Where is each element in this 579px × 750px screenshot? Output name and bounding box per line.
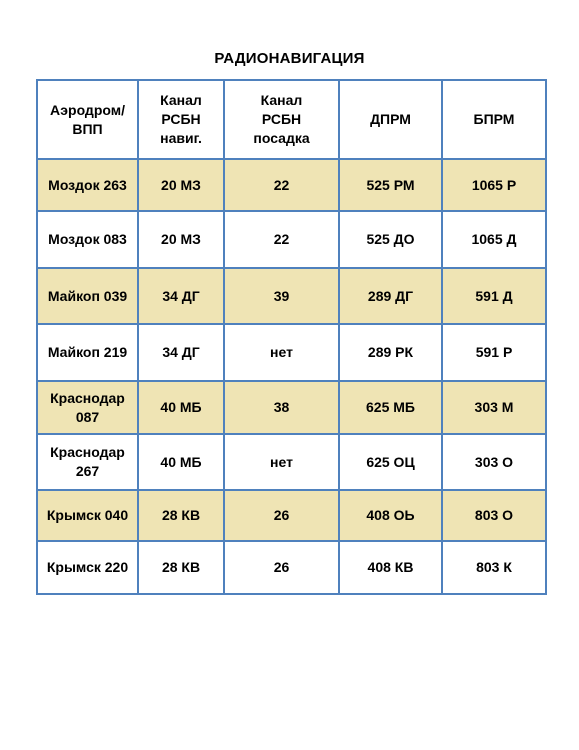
cell-rsbn-landing: 22 xyxy=(223,158,340,212)
cell-dprm: 525 ДО xyxy=(338,210,443,269)
cell-dprm: 525 РМ xyxy=(338,158,443,212)
cell-rsbn-landing: 38 xyxy=(223,380,340,435)
cell-rsbn-landing: 39 xyxy=(223,267,340,325)
header-dprm: ДПРМ xyxy=(338,79,443,160)
cell-dprm: 408 ОЬ xyxy=(338,489,443,542)
header-rsbn-landing-channel: Канал РСБН посадка xyxy=(223,79,340,160)
cell-bprm: 303 М xyxy=(441,380,547,435)
cell-aerodrome: Майкоп 219 xyxy=(36,323,139,382)
table-row: Крымск 220 28 КВ 26 408 КВ 803 К xyxy=(36,540,547,595)
page-title: РАДИОНАВИГАЦИЯ xyxy=(214,50,365,67)
header-bprm: БПРМ xyxy=(441,79,547,160)
cell-dprm: 625 ОЦ xyxy=(338,433,443,491)
cell-rsbn-landing: 22 xyxy=(223,210,340,269)
cell-rsbn-landing: нет xyxy=(223,323,340,382)
table-row: Майкоп 219 34 ДГ нет 289 РК 591 Р xyxy=(36,323,547,382)
cell-aerodrome: Крымск 040 xyxy=(36,489,139,542)
cell-rsbn-nav: 20 МЗ xyxy=(137,158,225,212)
table-row: Краснодар 087 40 МБ 38 625 МБ 303 М xyxy=(36,380,547,435)
header-rsbn-nav-channel: Канал РСБН навиг. xyxy=(137,79,225,160)
cell-aerodrome: Моздок 083 xyxy=(36,210,139,269)
cell-bprm: 803 К xyxy=(441,540,547,595)
table-row: Моздок 083 20 МЗ 22 525 ДО 1065 Д xyxy=(36,210,547,269)
header-aerodrome: Аэродром/ ВПП xyxy=(36,79,139,160)
cell-dprm: 289 ДГ xyxy=(338,267,443,325)
cell-rsbn-nav: 34 ДГ xyxy=(137,267,225,325)
table-row: Моздок 263 20 МЗ 22 525 РМ 1065 Р xyxy=(36,158,547,212)
table-row: Крымск 040 28 КВ 26 408 ОЬ 803 О xyxy=(36,489,547,542)
cell-rsbn-landing: нет xyxy=(223,433,340,491)
cell-dprm: 408 КВ xyxy=(338,540,443,595)
cell-aerodrome: Моздок 263 xyxy=(36,158,139,212)
cell-aerodrome: Майкоп 039 xyxy=(36,267,139,325)
cell-rsbn-nav: 34 ДГ xyxy=(137,323,225,382)
cell-aerodrome: Краснодар 087 xyxy=(36,380,139,435)
cell-bprm: 303 О xyxy=(441,433,547,491)
cell-aerodrome: Крымск 220 xyxy=(36,540,139,595)
cell-bprm: 803 О xyxy=(441,489,547,542)
cell-rsbn-nav: 28 КВ xyxy=(137,489,225,542)
cell-rsbn-nav: 40 МБ xyxy=(137,433,225,491)
cell-rsbn-landing: 26 xyxy=(223,489,340,542)
table-row: Майкоп 039 34 ДГ 39 289 ДГ 591 Д xyxy=(36,267,547,325)
cell-bprm: 591 Р xyxy=(441,323,547,382)
cell-bprm: 1065 Р xyxy=(441,158,547,212)
cell-aerodrome: Краснодар 267 xyxy=(36,433,139,491)
cell-bprm: 1065 Д xyxy=(441,210,547,269)
cell-rsbn-nav: 28 КВ xyxy=(137,540,225,595)
cell-rsbn-landing: 26 xyxy=(223,540,340,595)
cell-dprm: 289 РК xyxy=(338,323,443,382)
radionavigation-table: Аэродром/ ВПП Канал РСБН навиг. Канал РС… xyxy=(36,79,547,595)
cell-rsbn-nav: 40 МБ xyxy=(137,380,225,435)
cell-dprm: 625 МБ xyxy=(338,380,443,435)
cell-bprm: 591 Д xyxy=(441,267,547,325)
table-row: Краснодар 267 40 МБ нет 625 ОЦ 303 О xyxy=(36,433,547,491)
table-header-row: Аэродром/ ВПП Канал РСБН навиг. Канал РС… xyxy=(36,79,547,160)
cell-rsbn-nav: 20 МЗ xyxy=(137,210,225,269)
